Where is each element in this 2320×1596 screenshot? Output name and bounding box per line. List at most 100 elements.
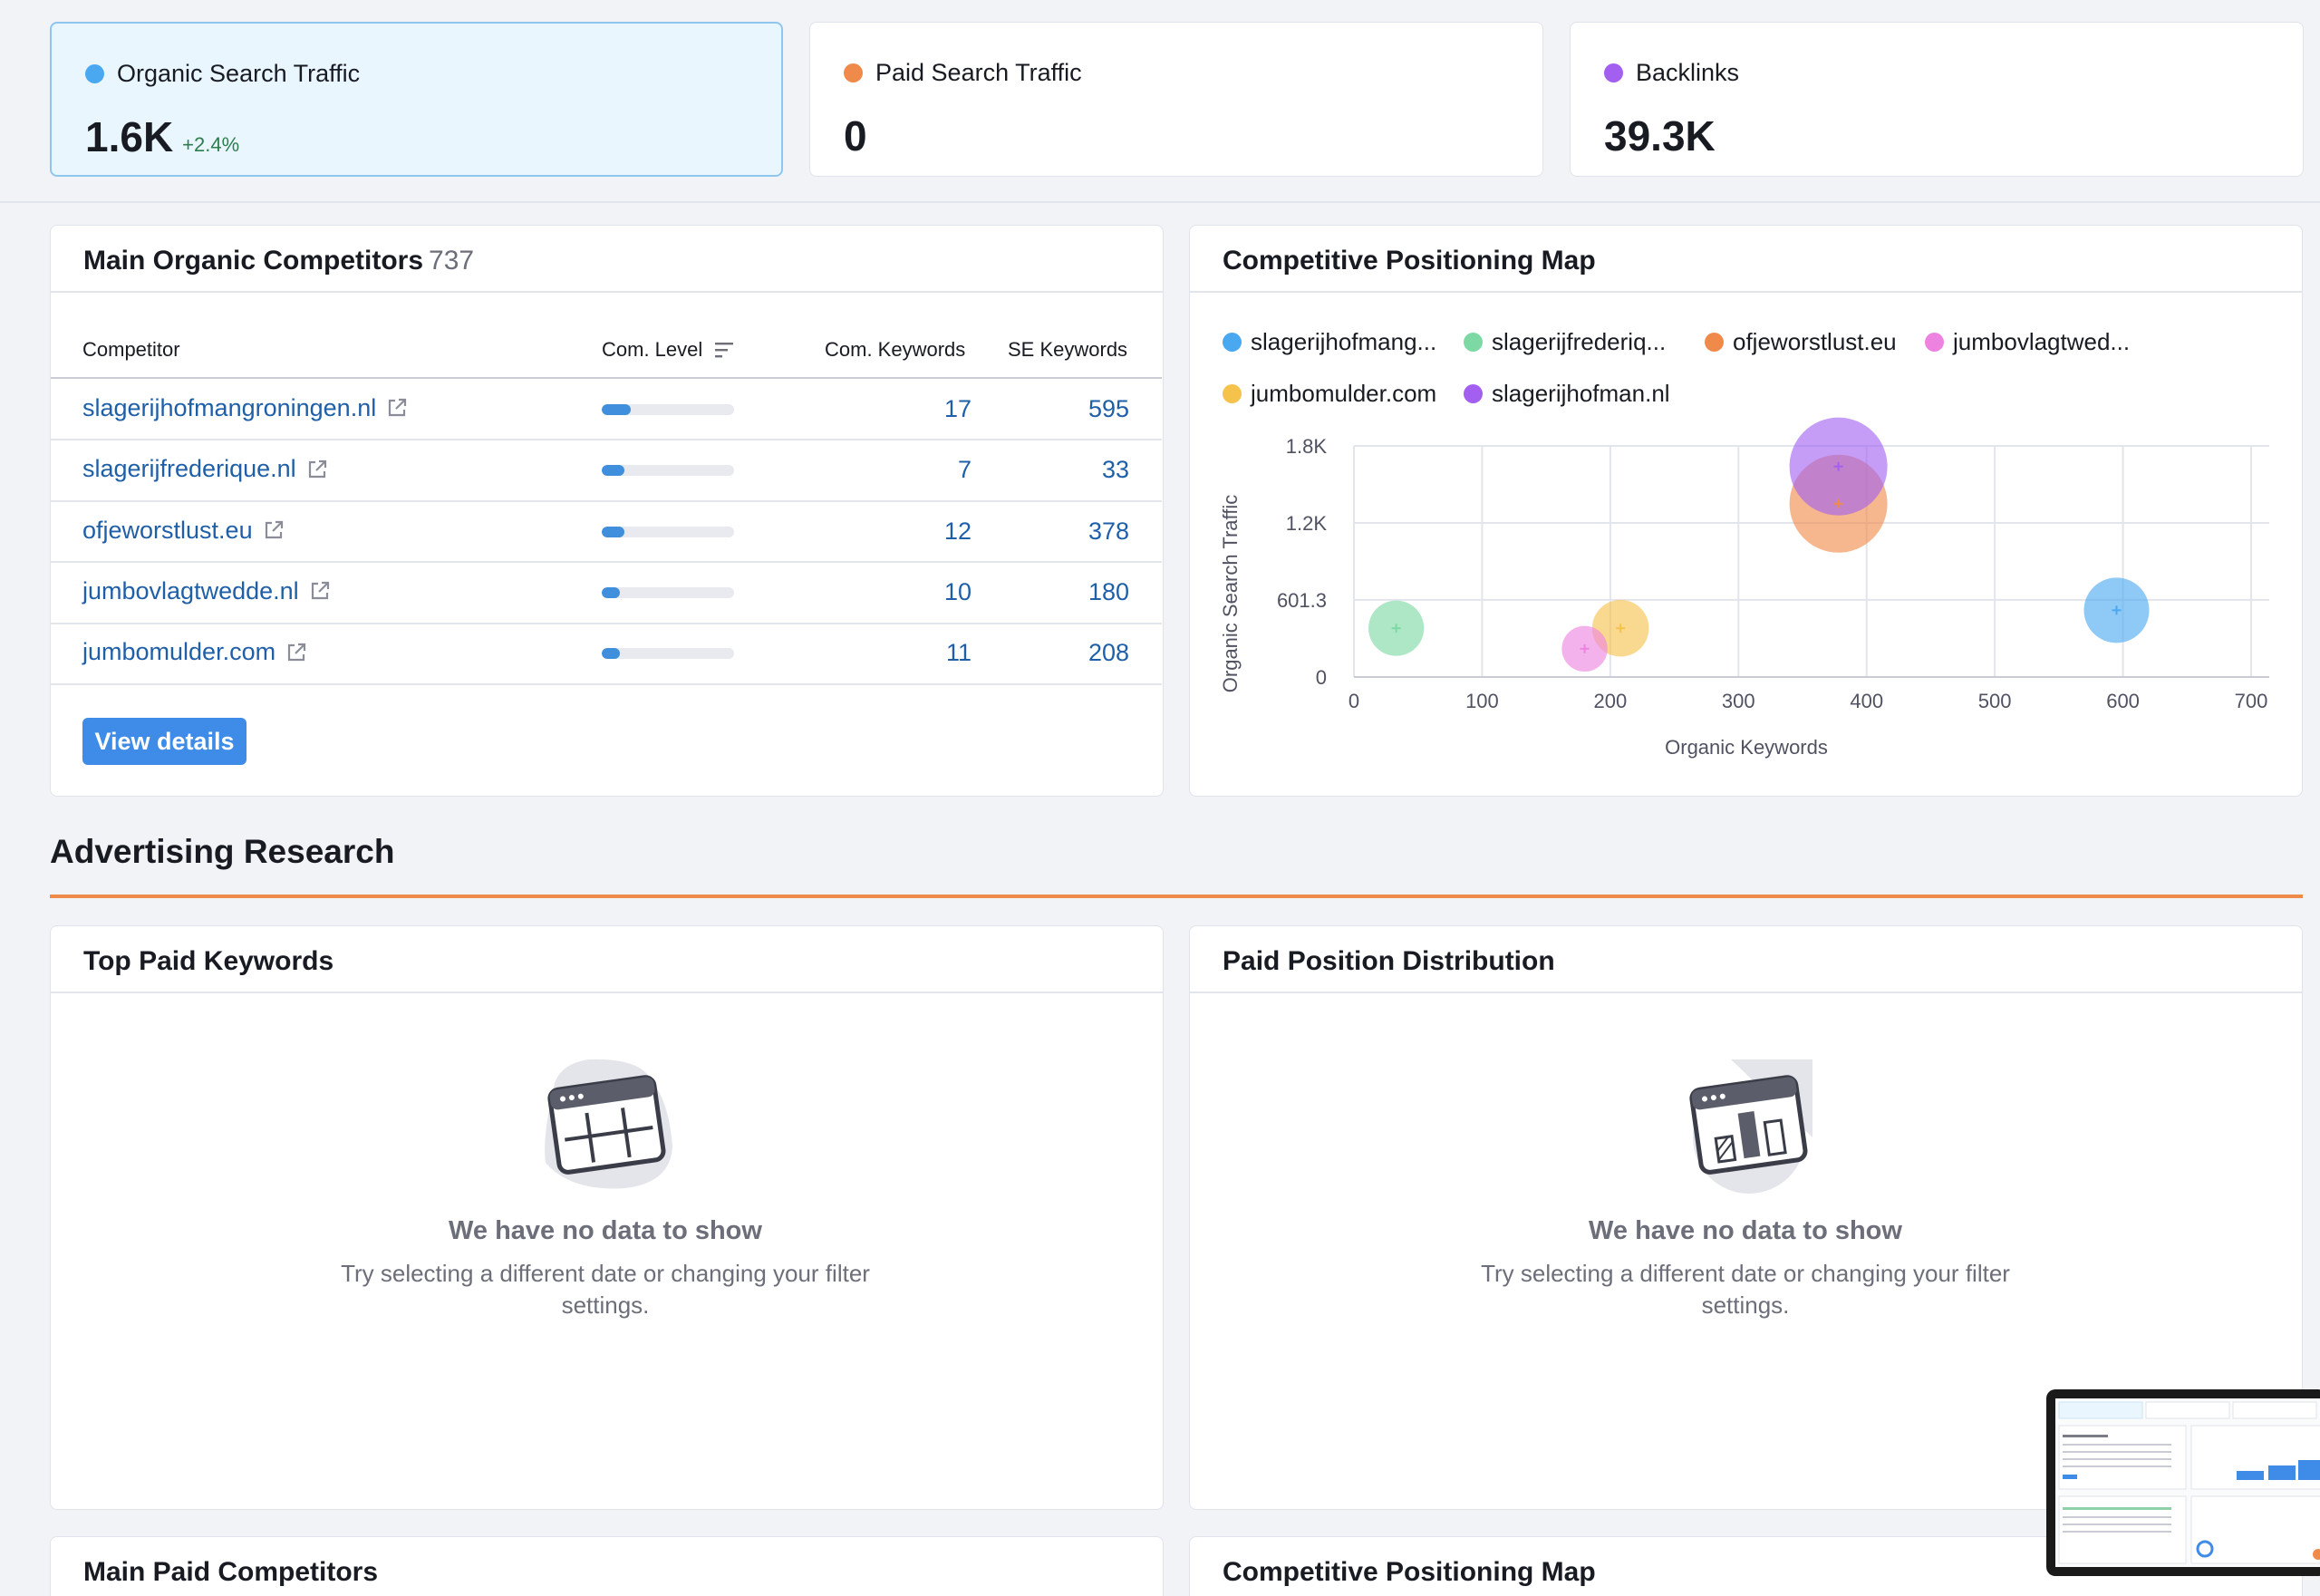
x-tick-label: 500	[1978, 690, 2012, 712]
preview-graphic	[2058, 1401, 2320, 1564]
legend-item[interactable]: slagerijfrederiq...	[1464, 328, 1666, 356]
legend-dot-icon	[1464, 333, 1483, 352]
com-level-bar	[602, 526, 734, 537]
x-tick-label: 100	[1465, 690, 1499, 712]
bubble-center-marker	[1580, 643, 1590, 653]
com-level-bar-fill	[602, 586, 621, 598]
positioning-chart: 0 100 200 300 400 500 600 700 0 601.3 1.2K 1.8K Or…	[1219, 417, 2269, 759]
x-tick-label: 0	[1348, 690, 1359, 712]
competitor-domain[interactable]: slagerijfrederique.nl	[82, 455, 296, 483]
se-keywords-value[interactable]: 208	[1088, 639, 1129, 667]
column-header-com-level[interactable]: Com. Level	[602, 338, 737, 362]
paid-traffic-dot-icon	[844, 63, 863, 82]
legend-label: jumbomulder.com	[1251, 380, 1437, 407]
x-tick-label: 600	[2106, 690, 2140, 712]
x-tick-label: 200	[1593, 690, 1627, 712]
competitor-link[interactable]: jumbovlagtwedde.nl	[82, 577, 332, 605]
section-title-advertising: Advertising Research	[50, 833, 395, 870]
com-level-bar-fill	[602, 465, 624, 477]
com-keywords-value[interactable]: 7	[957, 456, 972, 484]
legend-dot-icon	[1223, 384, 1242, 403]
metric-value-text: 39.3K	[1604, 112, 1716, 160]
panel-title: Competitive Positioning Map	[1223, 1557, 1596, 1587]
divider	[1190, 991, 2302, 993]
com-keywords-value[interactable]: 10	[943, 577, 972, 605]
legend-label: ofjeworstlust.eu	[1733, 328, 1897, 355]
metric-card-paid-traffic[interactable]: Paid Search Traffic 0	[809, 22, 1543, 177]
legend-item[interactable]: ofjeworstlust.eu	[1705, 328, 1897, 356]
bubble-center-marker	[1833, 461, 1843, 471]
panel-title: Competitive Positioning Map	[1223, 246, 1596, 276]
positioning-map-panel: Competitive Positioning Map	[1189, 225, 2303, 797]
com-keywords-value[interactable]: 17	[943, 394, 972, 422]
legend-item[interactable]: jumbovlagtwed...	[1925, 328, 2130, 356]
competitor-count: 737	[429, 246, 475, 276]
competitor-domain[interactable]: jumbovlagtwedde.nl	[82, 576, 299, 605]
row-divider	[51, 561, 1162, 563]
legend-label: slagerijfrederiq...	[1492, 328, 1667, 355]
com-level-bar-fill	[602, 648, 621, 660]
se-keywords-value[interactable]: 595	[1088, 394, 1129, 422]
se-keywords-value[interactable]: 180	[1088, 577, 1129, 605]
metric-label: Paid Search Traffic	[844, 59, 1082, 87]
column-header-se-keywords[interactable]: SE Keywords	[1008, 338, 1128, 361]
bubble-center-marker	[1391, 624, 1401, 634]
com-keywords-value[interactable]: 11	[945, 639, 972, 667]
backlinks-dot-icon	[1604, 63, 1623, 82]
metric-label-text: Backlinks	[1636, 59, 1740, 86]
metric-value: 0	[844, 111, 867, 160]
legend-item[interactable]: slagerijhofman.nl	[1464, 380, 1670, 408]
top-divider	[0, 201, 2320, 203]
x-tick-label: 700	[2235, 690, 2268, 712]
row-divider	[51, 623, 1162, 624]
panel-title: Main Paid Competitors	[83, 1557, 379, 1587]
legend-label: jumbovlagtwed...	[1953, 328, 2131, 355]
com-keywords-value[interactable]: 12	[943, 517, 972, 545]
empty-state-text: Try selecting a different date or changi…	[341, 1260, 870, 1319]
y-tick-labels: 0 601.3 1.2K 1.8K	[1277, 435, 1327, 689]
external-link-icon[interactable]	[285, 641, 308, 664]
competitor-domain[interactable]: jumbomulder.com	[82, 638, 276, 666]
se-keywords-value[interactable]: 33	[1101, 456, 1129, 484]
empty-state-title: We have no data to show	[449, 1216, 762, 1245]
divider	[51, 291, 1163, 293]
external-link-icon[interactable]	[305, 458, 329, 481]
se-keywords-value[interactable]: 378	[1088, 517, 1129, 545]
screen-preview-thumbnail[interactable]	[2046, 1389, 2320, 1576]
organic-competitors-panel: Main Organic Competitors 737	[50, 225, 1164, 797]
organic-traffic-dot-icon	[85, 64, 104, 83]
panel-title-text: Main Organic Competitors	[83, 246, 424, 276]
y-tick-label: 601.3	[1277, 589, 1327, 612]
external-link-icon[interactable]	[262, 518, 285, 542]
com-level-bar	[602, 648, 734, 660]
top-paid-keywords-panel: Top Paid Keywords	[50, 925, 1164, 1510]
competitor-domain[interactable]: ofjeworstlust.eu	[82, 516, 253, 544]
metric-value: 1.6K +2.4%	[85, 112, 239, 161]
y-axis-label: Organic Search Traffic	[1219, 495, 1242, 692]
legend-dot-icon	[1925, 333, 1944, 352]
column-header-com-keywords[interactable]: Com. Keywords	[825, 338, 966, 361]
chart-bubbles	[1368, 417, 2150, 672]
competitor-link[interactable]: ofjeworstlust.eu	[82, 517, 285, 545]
legend-item[interactable]: slagerijhofmang...	[1223, 328, 1436, 356]
column-header-competitor: Competitor	[82, 338, 180, 361]
bubble-center-marker	[1833, 498, 1843, 508]
competitor-link[interactable]: slagerijfrederique.nl	[82, 455, 329, 483]
competitor-link[interactable]: jumbomulder.com	[82, 638, 308, 666]
external-link-icon[interactable]	[385, 396, 409, 420]
metric-card-backlinks[interactable]: Backlinks 39.3K	[1570, 22, 2304, 177]
x-axis-label: Organic Keywords	[1665, 736, 1828, 759]
metric-label-text: Paid Search Traffic	[875, 59, 1082, 86]
divider	[1190, 291, 2302, 293]
y-tick-label: 1.2K	[1286, 512, 1328, 535]
metric-label: Backlinks	[1604, 59, 1739, 87]
external-link-icon[interactable]	[308, 579, 332, 603]
metric-card-organic-traffic[interactable]: Organic Search Traffic 1.6K +2.4%	[50, 22, 783, 177]
com-level-bar-fill	[602, 403, 632, 415]
competitor-domain[interactable]: slagerijhofmangroningen.nl	[82, 393, 377, 421]
view-details-button[interactable]: View details	[82, 718, 246, 765]
sort-icon[interactable]	[713, 340, 737, 360]
competitor-link[interactable]: slagerijhofmangroningen.nl	[82, 394, 409, 422]
legend-label: slagerijhofman.nl	[1492, 380, 1670, 407]
legend-item[interactable]: jumbomulder.com	[1223, 380, 1436, 408]
